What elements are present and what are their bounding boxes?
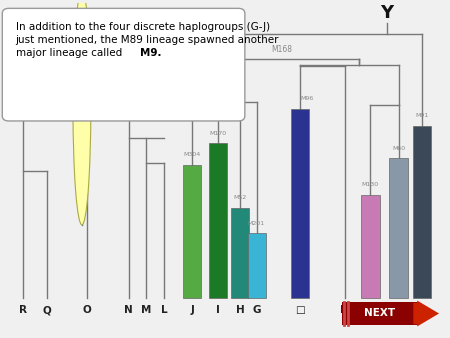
Text: major lineage called: major lineage called	[15, 48, 125, 58]
FancyBboxPatch shape	[2, 8, 245, 121]
Text: M130: M130	[362, 182, 379, 187]
Text: L: L	[161, 306, 167, 315]
Text: A: A	[418, 306, 426, 315]
Bar	[389, 158, 408, 298]
Text: M60: M60	[392, 146, 405, 151]
Text: M: M	[141, 306, 152, 315]
Bar	[248, 234, 266, 298]
Text: M168: M168	[271, 45, 292, 54]
Text: M91: M91	[415, 113, 429, 118]
Text: I: I	[216, 306, 220, 315]
Text: C: C	[367, 306, 374, 315]
Text: M304: M304	[184, 152, 201, 157]
Text: M89: M89	[196, 73, 212, 81]
Text: N: N	[125, 306, 133, 315]
Bar	[291, 109, 309, 298]
Text: M170: M170	[209, 130, 226, 136]
Bar	[183, 165, 201, 298]
Text: G: G	[252, 306, 261, 315]
Text: In addition to the four discrete haplogroups (G-J): In addition to the four discrete haplogr…	[15, 22, 270, 31]
Bar	[361, 195, 380, 298]
FancyArrow shape	[413, 300, 439, 327]
Text: Y: Y	[380, 4, 393, 22]
Bar	[413, 126, 431, 298]
Text: just mentioned, the M89 lineage spawned another: just mentioned, the M89 lineage spawned …	[15, 35, 279, 45]
Bar	[209, 143, 227, 298]
Text: O: O	[82, 306, 91, 315]
FancyBboxPatch shape	[342, 302, 419, 325]
Text: H: H	[236, 306, 245, 315]
Text: M9.: M9.	[140, 48, 162, 58]
Bar	[231, 208, 249, 298]
Text: Q: Q	[42, 306, 51, 315]
Text: M201: M201	[247, 221, 264, 226]
Text: □: □	[295, 306, 305, 315]
Text: J: J	[190, 306, 194, 315]
Text: M9: M9	[74, 104, 90, 113]
Text: M52: M52	[234, 195, 247, 200]
Text: B: B	[395, 306, 403, 315]
Text: M96: M96	[301, 96, 314, 101]
Text: NEXT: NEXT	[364, 309, 395, 318]
Text: R: R	[19, 306, 27, 315]
Text: D: D	[340, 306, 349, 315]
Circle shape	[73, 0, 91, 225]
